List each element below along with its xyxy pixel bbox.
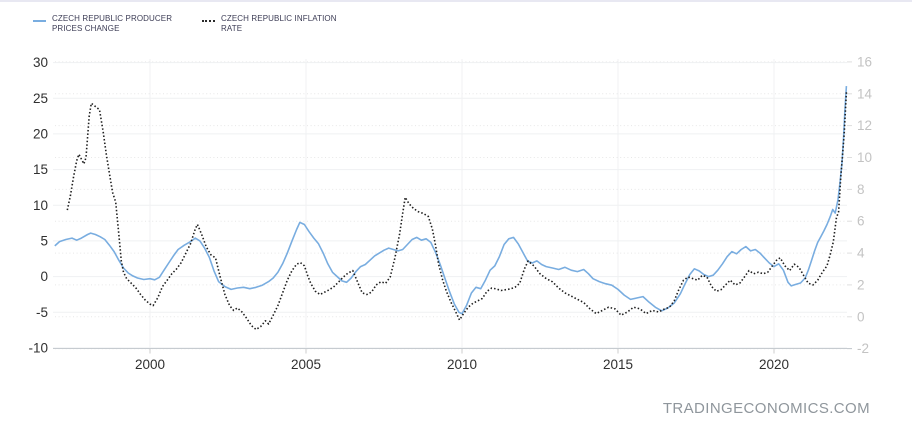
x-axis-label: 2010 [447, 357, 477, 372]
right-axis-label: 8 [857, 182, 865, 197]
plot-area[interactable]: 2000 2005 2010 2015 2020302520151050-5-10161… [0, 2, 912, 392]
left-axis-label: 20 [33, 126, 48, 141]
left-axis-label: -10 [28, 340, 48, 355]
x-axis-label: 2005 [291, 357, 321, 372]
right-axis-label: -2 [857, 341, 869, 356]
right-axis-label: 6 [857, 214, 865, 229]
left-axis-label: 30 [33, 55, 48, 70]
series-producer-prices-line [54, 86, 848, 315]
left-axis-label: 10 [33, 198, 48, 213]
x-axis-label: 2015 [603, 357, 633, 372]
watermark: TRADINGECONOMICS.COM [662, 400, 870, 417]
right-axis-label: 10 [857, 150, 872, 165]
right-axis-label: 16 [857, 54, 872, 69]
legend-item-inflation-rate[interactable]: CZECH REPUBLIC INFLATION RATE [202, 14, 339, 35]
left-axis-label: 5 [40, 233, 48, 248]
right-axis-label: 4 [857, 246, 865, 261]
left-axis-label: 0 [40, 269, 48, 284]
left-axis-label: 25 [33, 91, 48, 106]
legend-label-producer-prices: CZECH REPUBLIC PRODUCER PRICES CHANGE [52, 14, 173, 34]
legend-line-swatch-dotted [202, 20, 215, 22]
legend-label-inflation-rate: CZECH REPUBLIC INFLATION RATE [221, 14, 337, 34]
legend-item-producer-prices[interactable]: CZECH REPUBLIC PRODUCER PRICES CHANGE [33, 14, 188, 35]
right-axis-label: 14 [857, 86, 873, 101]
right-axis-label: 12 [857, 118, 872, 133]
left-axis-label: -5 [36, 305, 48, 320]
legend: CZECH REPUBLIC PRODUCER PRICES CHANGE CZ… [33, 14, 353, 35]
series-inflation-rate-line [66, 92, 848, 331]
right-axis-label: 2 [857, 277, 865, 292]
left-axis-label: 15 [33, 162, 48, 177]
right-axis-label: 0 [857, 309, 865, 324]
legend-line-swatch-solid [33, 20, 46, 22]
x-axis-label: 2000 [135, 357, 165, 372]
x-axis-label: 2020 [759, 357, 789, 372]
